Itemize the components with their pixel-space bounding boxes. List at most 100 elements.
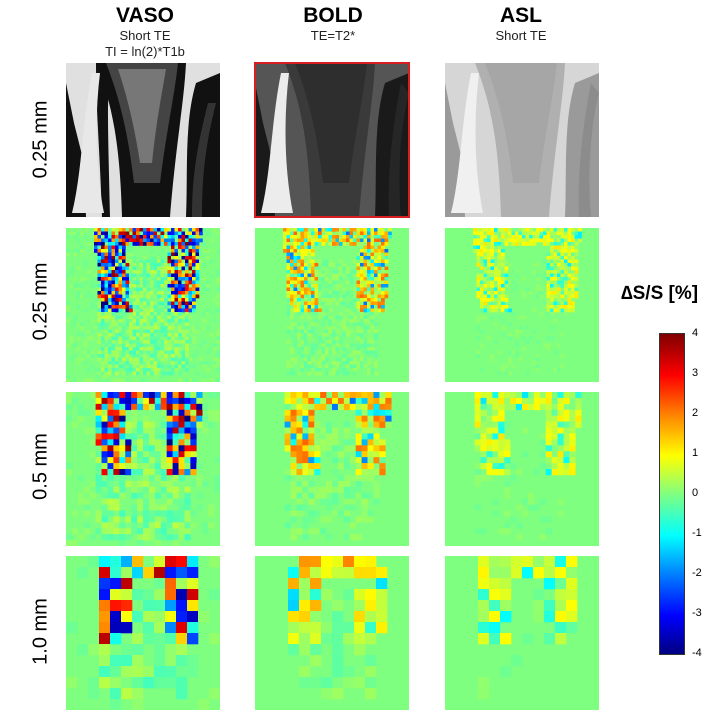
map-voxel [486,474,493,482]
map-voxel [311,326,315,330]
map-voxel [132,655,144,667]
map-voxel [304,340,308,344]
map-voxel [136,322,140,327]
map-voxel [108,235,112,239]
map-voxel [307,270,312,274]
map-voxel [314,319,319,323]
map-voxel [178,273,182,278]
map-voxel [325,263,329,267]
map-voxel [143,463,150,470]
map-voxel [377,266,382,271]
map-voxel [90,294,95,299]
map-voxel [209,556,220,568]
map-voxel [136,336,140,341]
map-voxel [160,228,165,232]
map-voxel [137,469,144,476]
map-voxel [167,312,172,316]
map-voxel [90,364,95,369]
map-voxel [487,273,491,278]
map-voxel [113,486,120,493]
map-voxel [95,480,102,488]
map-voxel [69,231,74,236]
map-voxel [293,343,298,348]
map-voxel [296,474,303,482]
map-voxel [97,315,102,320]
map-voxel [143,280,147,285]
map-voxel [546,280,551,285]
map-voxel [370,280,375,285]
map-voxel [321,633,333,645]
map-voxel [129,242,133,246]
map-voxel [174,357,179,362]
map-voxel [480,228,484,232]
map-voxel [76,249,81,253]
map-voxel [137,528,144,535]
map-voxel [185,287,189,292]
map-voxel [483,256,488,260]
map-voxel [361,439,368,446]
map-voxel [136,235,140,239]
map-voxel [132,242,137,246]
map-voxel [516,534,523,541]
map-voxel [346,350,350,355]
map-voxel [153,266,158,271]
map-voxel [374,361,378,365]
map-voxel [129,273,133,278]
map-voxel [550,291,554,295]
map-voxel [567,301,572,306]
map-voxel [108,259,112,264]
map-voxel [188,245,193,250]
map-voxel [129,305,133,309]
map-voxel [83,277,88,281]
map-voxel [367,256,371,260]
map-voxel [564,294,568,299]
map-voxel [356,319,361,323]
map-voxel [497,228,502,232]
map-voxel [297,245,301,250]
map-voxel [377,228,382,232]
map-voxel [94,256,98,260]
map-voxel [160,322,165,327]
map-voxel [321,259,326,264]
map-voxel [311,364,315,369]
map-voxel [143,474,150,482]
map-voxel [353,287,357,292]
map-voxel [546,312,551,316]
map-voxel [553,231,558,236]
map-voxel [343,567,355,579]
map-voxel [195,266,200,271]
map-voxel [494,273,498,278]
map-voxel [498,403,505,411]
map-voxel [188,231,193,236]
map-voxel [293,287,298,292]
map-voxel [178,284,182,288]
map-voxel [208,510,215,517]
map-voxel [525,231,530,236]
map-voxel [132,354,137,358]
map-voxel [286,252,291,257]
map-voxel [325,357,329,362]
map-voxel [97,277,102,281]
map-voxel [113,463,120,470]
map-voxel [311,368,315,372]
map-voxel [181,291,186,295]
map-voxel [343,504,351,511]
map-voxel [476,284,481,288]
map-voxel [483,284,488,288]
map-voxel [171,326,175,330]
map-voxel [308,427,315,434]
map-voxel [356,284,361,288]
map-voxel [164,273,168,278]
map-voxel [137,516,144,523]
map-voxel [539,235,544,239]
map-voxel [122,354,126,358]
colorbar-tick: -1 [692,527,702,539]
map-voxel [174,266,179,271]
map-voxel [185,280,189,285]
map-voxel [553,368,558,372]
map-voxel [360,329,364,334]
map-voxel [494,263,498,267]
map-voxel [139,361,144,365]
map-voxel [153,343,158,348]
map-voxel [342,347,347,351]
